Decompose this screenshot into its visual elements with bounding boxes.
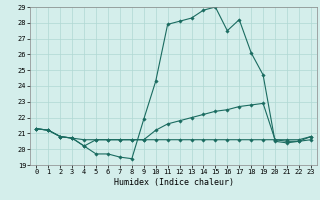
X-axis label: Humidex (Indice chaleur): Humidex (Indice chaleur) [114, 178, 234, 187]
